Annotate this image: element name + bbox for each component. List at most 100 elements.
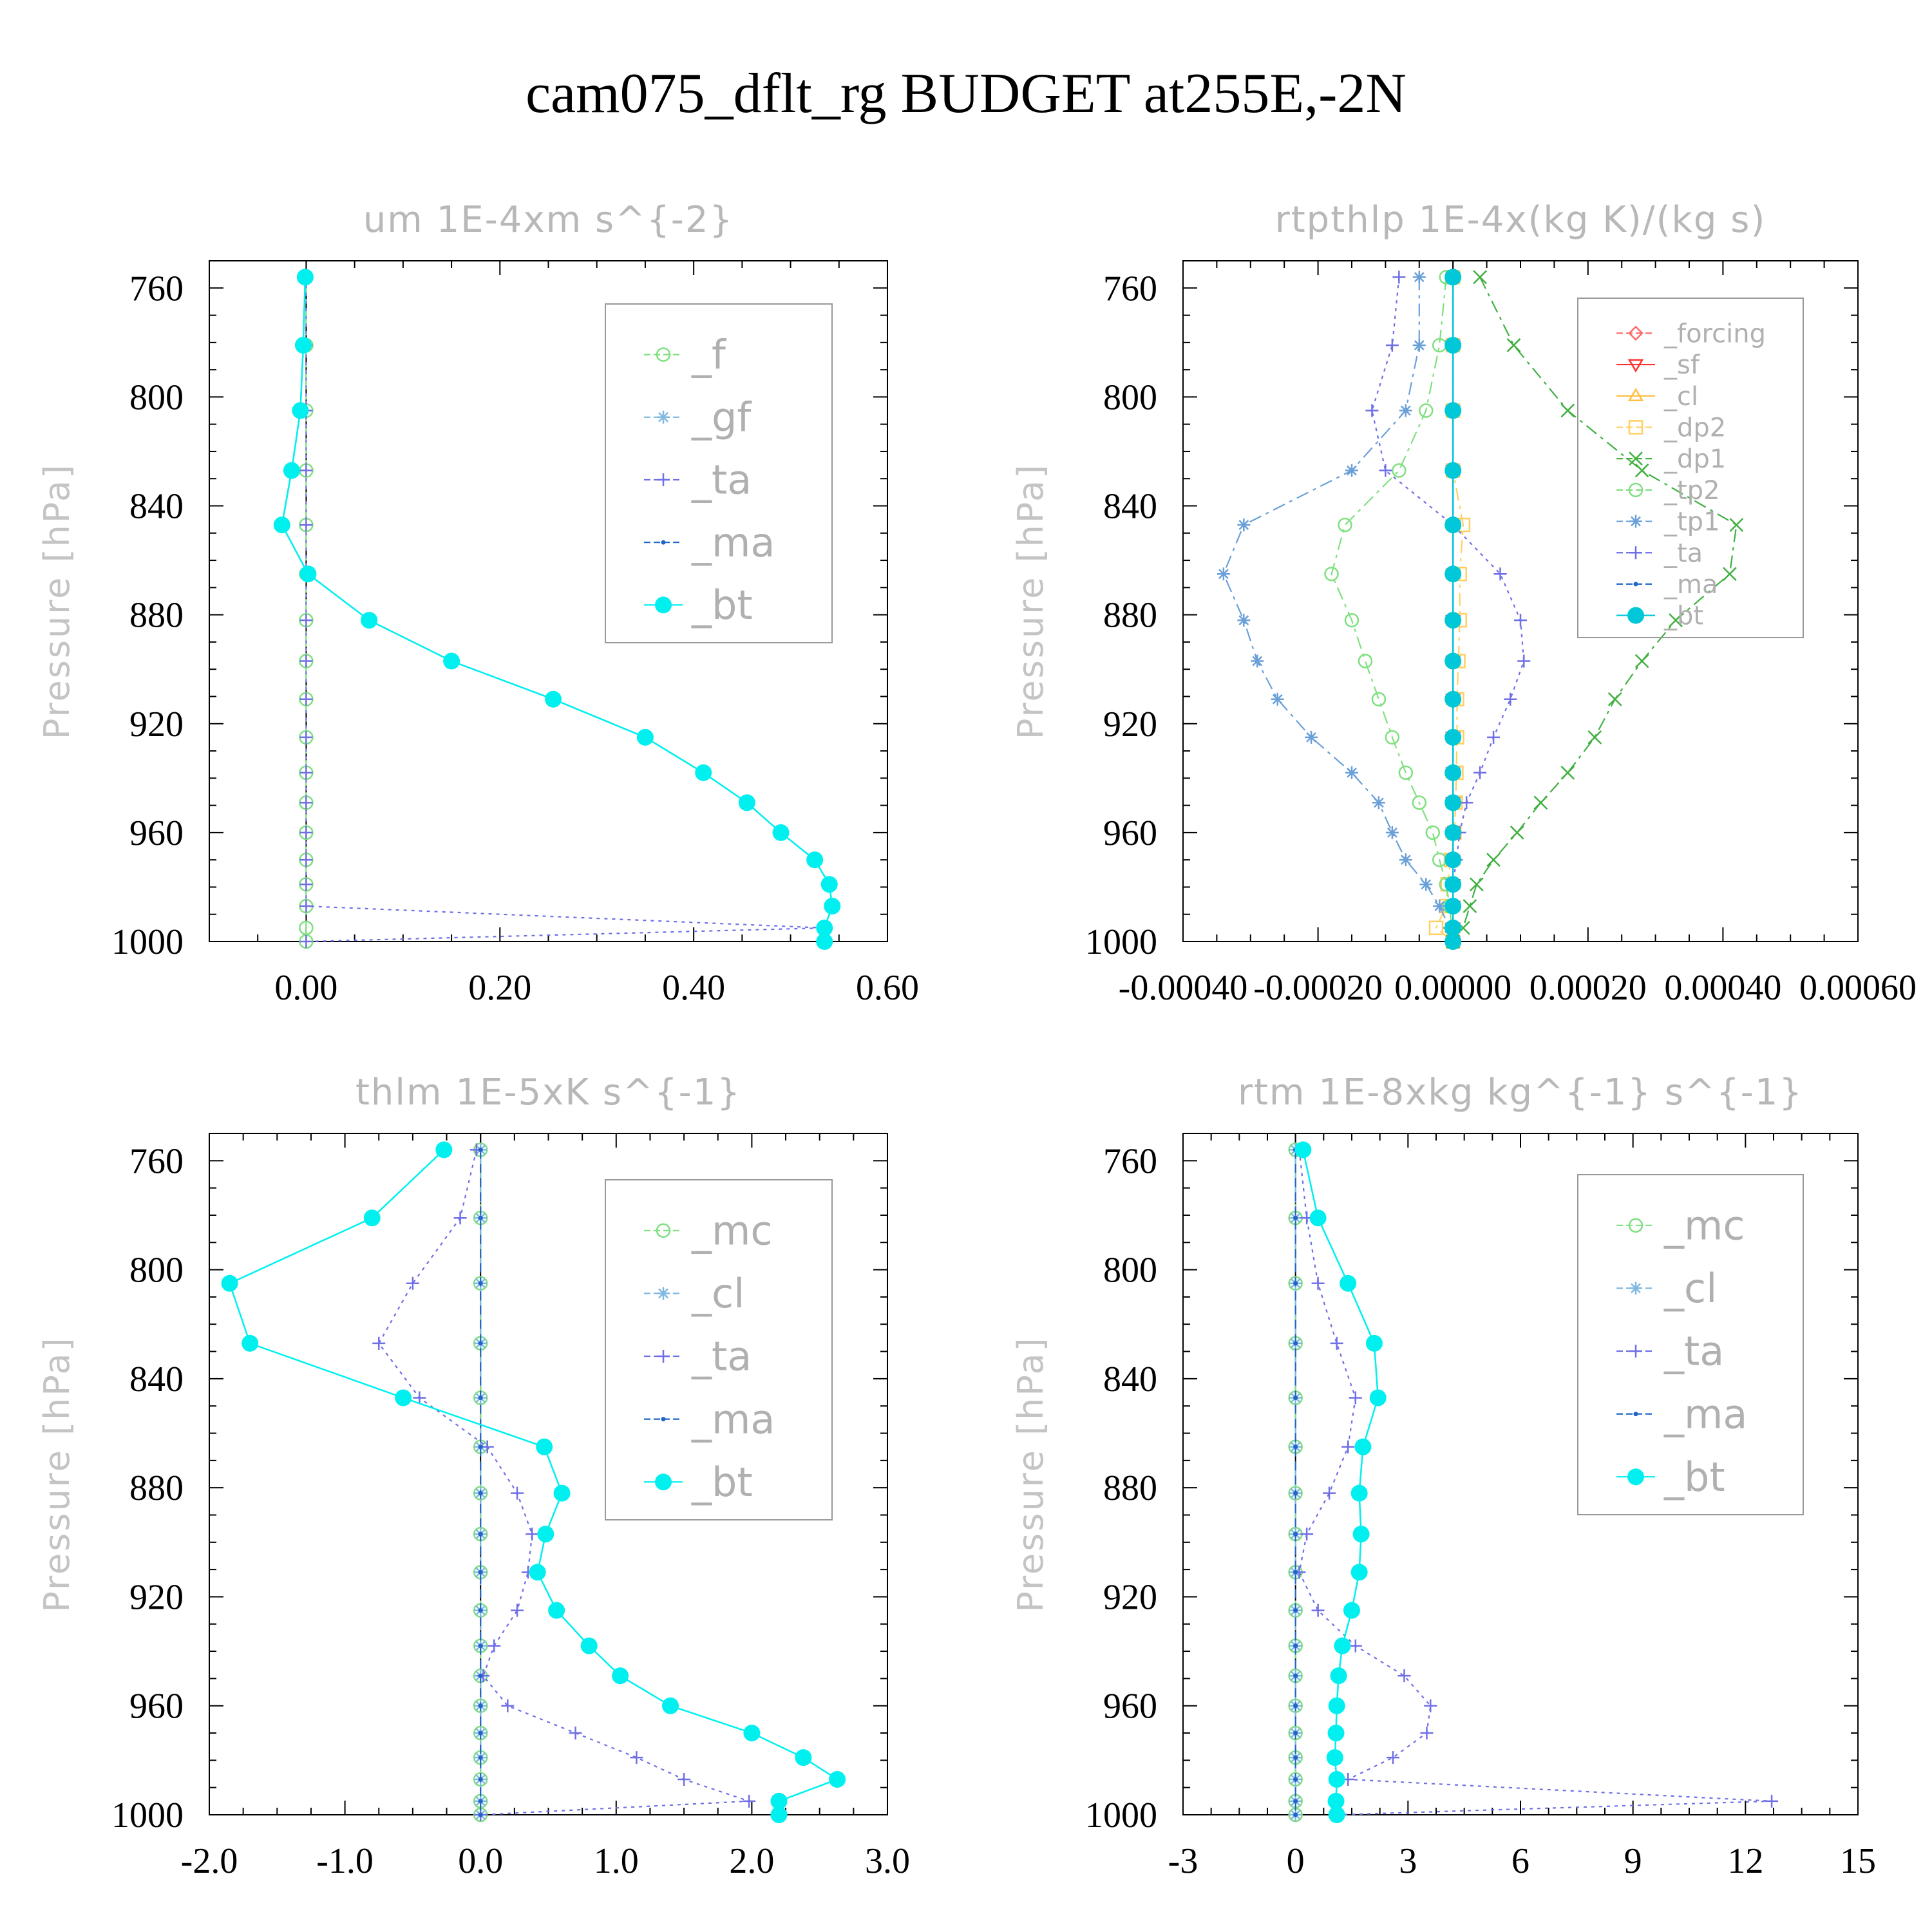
data-point [1385, 339, 1399, 352]
x-tick-label: 0 [1287, 1841, 1305, 1881]
data-point [1424, 1699, 1437, 1712]
legend-marker [1627, 1468, 1644, 1486]
data-point [1371, 692, 1387, 706]
chart-title: um 1E-4xm s^{-2} [363, 199, 734, 241]
data-point [1444, 690, 1462, 708]
data-point [1444, 516, 1462, 534]
data-point [1330, 1667, 1347, 1685]
series-tp2 [1324, 270, 1461, 949]
data-point [548, 1602, 565, 1619]
series-ta [1293, 1143, 1779, 1821]
data-point [529, 1564, 546, 1581]
x-tick-label: 0.60 [856, 968, 919, 1008]
legend-label: _tp1 [1663, 507, 1720, 537]
data-point [511, 1486, 524, 1500]
data-point [1560, 403, 1575, 418]
x-tick-label: -0.00020 [1253, 968, 1383, 1008]
x-tick-label: 0.40 [662, 968, 725, 1008]
legend-label: _ta [1663, 538, 1703, 568]
data-point [1444, 462, 1462, 479]
legend-label: _tp2 [1663, 476, 1720, 506]
y-tick-label: 800 [129, 377, 184, 417]
data-point [478, 1215, 483, 1220]
data-point [478, 1703, 483, 1709]
data-point [1419, 878, 1433, 891]
plot-frame [209, 1133, 888, 1815]
data-point [1345, 766, 1358, 779]
data-point [1293, 1755, 1298, 1760]
data-point [1412, 795, 1427, 810]
series-line [377, 1150, 750, 1816]
y-tick-label: 880 [1103, 596, 1157, 636]
data-point [1587, 730, 1602, 744]
y-tick-label: 880 [1103, 1468, 1157, 1508]
y-tick-label: 840 [1103, 487, 1157, 527]
data-point [1309, 1209, 1327, 1227]
page-title: cam075_dflt_rg BUDGET at255E,-2N [526, 62, 1406, 125]
data-point [453, 1211, 467, 1225]
data-point [1344, 612, 1359, 628]
data-point [478, 1396, 483, 1401]
legend-label: _ma [1663, 1390, 1747, 1437]
series-bt [221, 1141, 846, 1823]
data-point [1444, 919, 1462, 936]
legend-marker [1629, 1282, 1642, 1295]
data-point [545, 690, 562, 708]
data-point [478, 1777, 483, 1782]
legend-marker [1627, 388, 1644, 401]
data-point [772, 824, 790, 841]
data-point [569, 1727, 582, 1740]
data-point [806, 851, 824, 869]
data-point [662, 1697, 679, 1714]
data-point [1293, 1396, 1298, 1401]
legend: _f _gf _ta _ma _bt [605, 303, 833, 643]
data-point [1293, 1703, 1298, 1709]
x-tick-label: 3.0 [865, 1841, 910, 1881]
data-point [1444, 898, 1462, 915]
series-line [1222, 277, 1454, 942]
data-point [816, 933, 833, 950]
data-point [1365, 1334, 1383, 1352]
data-point [299, 796, 313, 810]
x-tick-label: 0.00000 [1394, 968, 1511, 1008]
data-point [299, 614, 313, 627]
chart-title: thlm 1E-5xK s^{-1} [355, 1072, 741, 1113]
data-point [1460, 796, 1473, 810]
data-point [1444, 612, 1462, 629]
series-bt [273, 269, 841, 950]
y-tick-label: 920 [1103, 1577, 1157, 1617]
data-point [636, 728, 654, 746]
legend-marker [657, 1350, 670, 1363]
data-point [536, 1438, 553, 1455]
legend-label: _forcing [1663, 319, 1766, 348]
data-point [1293, 1777, 1298, 1782]
data-point [1237, 614, 1251, 627]
data-point [1237, 518, 1251, 532]
legend-marker [657, 1287, 670, 1300]
data-point [1354, 1438, 1372, 1455]
series-line [1331, 277, 1454, 942]
data-point [1444, 933, 1462, 950]
legend-label: _gf [691, 394, 752, 441]
data-point [1293, 1531, 1298, 1537]
data-point [1341, 1440, 1355, 1454]
data-point [1293, 1799, 1298, 1804]
legend-label: _dp1 [1663, 444, 1726, 474]
y-tick-label: 760 [1103, 1141, 1157, 1181]
legend-marker [656, 347, 671, 362]
x-tick-label: 1.0 [594, 1841, 639, 1881]
legend-marker [1627, 359, 1644, 373]
series-line [1452, 276, 1738, 942]
chart-title: rtm 1E-8xkg kg^{-1} s^{-1} [1238, 1072, 1803, 1113]
data-point [537, 1526, 554, 1543]
data-point [1328, 1806, 1345, 1823]
data-point [1293, 1569, 1298, 1575]
data-point [292, 402, 309, 419]
legend-marker [1628, 420, 1643, 435]
series-gf [275, 270, 839, 948]
data-point [413, 1391, 426, 1405]
data-point [1293, 1341, 1298, 1346]
x-tick-label: 9 [1624, 1841, 1642, 1881]
data-point [1487, 730, 1501, 744]
